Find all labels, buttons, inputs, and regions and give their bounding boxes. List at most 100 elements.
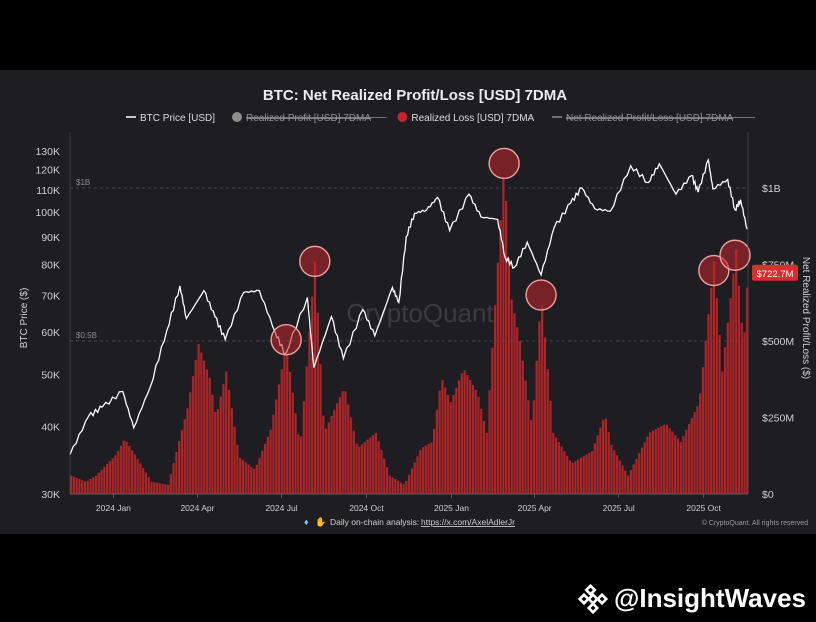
loss-bar-232 xyxy=(712,261,716,494)
loss-bar-241 xyxy=(737,285,741,494)
loss-bar-137 xyxy=(449,402,452,494)
legend-label-0: BTC Price [USD] xyxy=(140,113,215,124)
loss-bar-222 xyxy=(685,430,688,494)
loss-bar-2 xyxy=(75,477,78,494)
watermark-handle: @InsightWaves xyxy=(614,583,806,613)
loss-bar-94 xyxy=(330,416,333,494)
loss-bar-89 xyxy=(316,312,319,494)
loss-bar-90 xyxy=(319,364,322,494)
left-axis-title: BTC Price ($) xyxy=(19,288,30,349)
left-tick-label-8: 110K xyxy=(36,185,60,197)
loss-bar-15 xyxy=(111,458,114,494)
loss-bar-74 xyxy=(275,399,278,494)
loss-bar-78 xyxy=(286,350,289,494)
loss-bar-239 xyxy=(732,273,735,494)
loss-bar-18 xyxy=(119,445,123,494)
loss-bar-129 xyxy=(427,444,430,494)
loss-bar-134 xyxy=(441,380,444,494)
loss-bar-124 xyxy=(413,462,416,494)
loss-bar-197 xyxy=(615,455,619,494)
loss-bar-28 xyxy=(147,477,150,494)
left-tick-label-10: 130K xyxy=(35,146,60,158)
loss-bar-20 xyxy=(125,441,128,494)
loss-bar-43 xyxy=(189,392,192,494)
loss-bar-212 xyxy=(657,427,660,494)
legend-label-3: Net Realized Profit/Loss [USD] 7DMA xyxy=(566,113,734,124)
loss-bar-111 xyxy=(377,441,380,494)
loss-bar-155 xyxy=(499,220,502,494)
loss-bar-203 xyxy=(632,464,635,494)
loss-bar-45 xyxy=(194,360,197,494)
loss-bar-52 xyxy=(214,411,217,494)
loss-bar-83 xyxy=(300,436,303,494)
loss-bar-117 xyxy=(394,479,397,494)
loss-bar-123 xyxy=(410,468,414,494)
loss-bar-105 xyxy=(360,444,364,494)
loss-bar-60 xyxy=(236,445,239,494)
loss-bar-32 xyxy=(158,483,161,494)
btc-price-line xyxy=(69,158,748,455)
loss-bar-4 xyxy=(81,480,84,494)
loss-bar-225 xyxy=(693,412,696,494)
loss-bar-221 xyxy=(682,435,685,494)
loss-bar-196 xyxy=(613,450,616,494)
loss-bar-174 xyxy=(552,432,555,494)
legend: BTC Price [USD] Realized Profit [USD] 7DM… xyxy=(126,112,755,124)
loss-bar-141 xyxy=(460,373,463,494)
loss-bar-9 xyxy=(94,475,98,494)
chart-panel: BTC: Net Realized Profit/Loss [USD] 7DMA… xyxy=(0,70,816,534)
loss-bar-1 xyxy=(72,476,75,494)
loss-bar-228 xyxy=(701,366,705,494)
chart-svg: BTC: Net Realized Profit/Loss [USD] 7DMA… xyxy=(19,87,811,527)
loss-bar-84 xyxy=(302,401,305,494)
loss-bar-44 xyxy=(191,376,195,494)
loss-bar-30 xyxy=(153,482,156,494)
loss-bar-5 xyxy=(83,481,87,494)
hands-icon: ✋ xyxy=(315,516,326,527)
loss-bar-0 xyxy=(70,475,73,494)
x-tick-label-6: 2025 Jul xyxy=(603,503,635,513)
loss-bar-153 xyxy=(493,305,497,494)
loss-bar-47 xyxy=(200,352,203,494)
loss-bar-109 xyxy=(372,435,375,494)
loss-bar-204 xyxy=(635,458,638,494)
diamond-logo-icon xyxy=(578,583,609,614)
loss-bar-236 xyxy=(723,347,727,494)
loss-bar-122 xyxy=(408,474,411,494)
loss-bar-88 xyxy=(313,261,317,494)
loss-bar-116 xyxy=(391,477,394,494)
loss-bar-183 xyxy=(577,459,580,494)
grid: $1B $0.5B xyxy=(70,178,748,342)
loss-bar-172 xyxy=(546,369,549,494)
loss-bar-14 xyxy=(108,461,111,494)
x-tick-label-0: 2024 Jan xyxy=(96,503,131,513)
loss-bar-157 xyxy=(505,201,508,494)
loss-bar-81 xyxy=(294,413,297,494)
loss-bar-173 xyxy=(549,400,552,494)
loss-bar-31 xyxy=(155,482,159,494)
loss-bar-22 xyxy=(130,450,134,494)
loss-bar-182 xyxy=(574,461,577,494)
diamond-icon: ♦ xyxy=(304,517,309,527)
loss-bar-110 xyxy=(374,432,378,494)
loss-bar-148 xyxy=(480,408,483,494)
loss-bar-131 xyxy=(433,429,436,494)
loss-bar-120 xyxy=(402,484,405,494)
loss-bar-59 xyxy=(233,426,236,494)
loss-bar-209 xyxy=(649,432,652,494)
chart-title: BTC: Net Realized Profit/Loss [USD] 7DMA xyxy=(263,87,567,104)
loss-bar-223 xyxy=(687,424,691,494)
loss-bar-177 xyxy=(560,446,563,494)
loss-bar-80 xyxy=(291,392,294,494)
footer-link[interactable]: https://x.com/AxelAdlerJr xyxy=(421,517,515,527)
loss-bar-185 xyxy=(582,456,585,494)
x-tick-label-7: 2025 Oct xyxy=(686,503,721,513)
loss-bar-34 xyxy=(164,484,167,494)
loss-bar-165 xyxy=(527,400,530,494)
loss-bar-219 xyxy=(676,438,680,494)
loss-bar-100 xyxy=(347,404,350,494)
loss-bar-10 xyxy=(97,472,100,494)
loss-bar-65 xyxy=(250,466,253,494)
loss-bar-149 xyxy=(482,420,486,494)
loss-bar-66 xyxy=(252,468,256,494)
